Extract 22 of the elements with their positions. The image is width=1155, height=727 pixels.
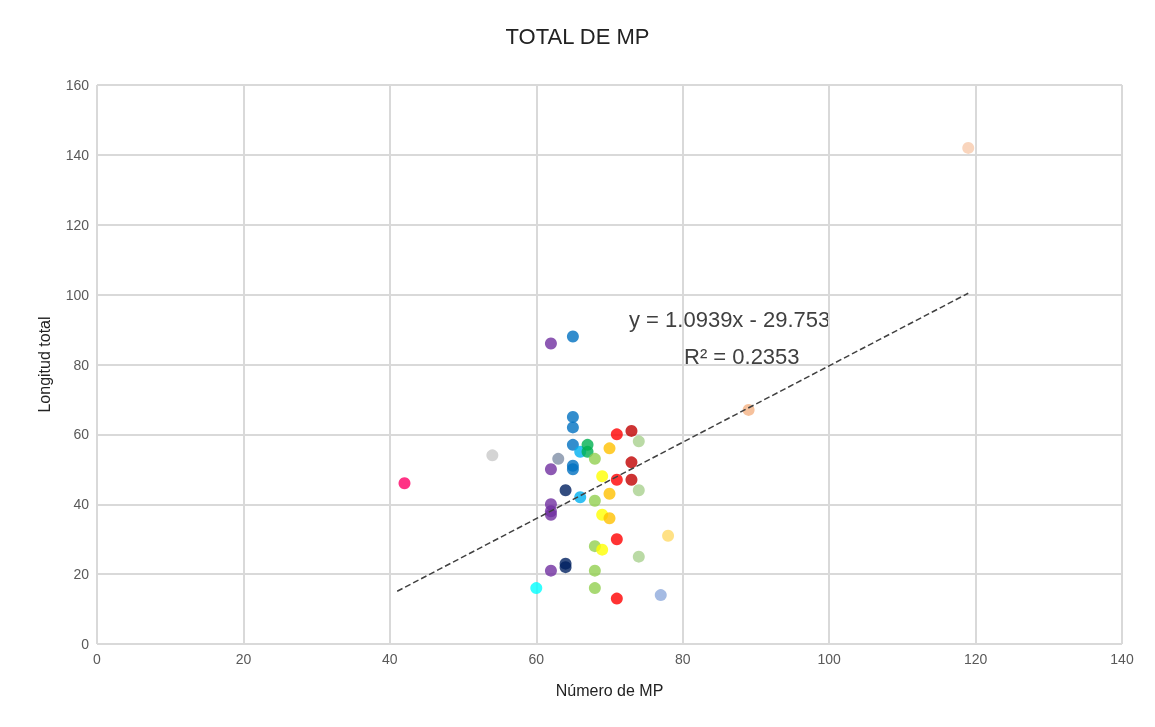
y-tick-label: 40 bbox=[73, 496, 90, 513]
annotation: R² = 0.2353 bbox=[684, 343, 800, 369]
y-tick-label: 140 bbox=[65, 146, 90, 163]
y-tick-label: 20 bbox=[73, 566, 90, 583]
y-tick-label: 80 bbox=[73, 356, 90, 373]
y-tick-label: 120 bbox=[65, 216, 90, 233]
y-tick-label: 160 bbox=[65, 77, 90, 93]
y-tick-label: 60 bbox=[73, 426, 90, 443]
x-tick-label: 20 bbox=[235, 651, 252, 667]
annotation: y = 1.0939x - 29.753 bbox=[629, 306, 831, 332]
y-axis-title: Longitud total bbox=[35, 316, 53, 413]
x-tick-label: 100 bbox=[817, 651, 842, 667]
x-tick-label: 0 bbox=[93, 651, 102, 667]
x-tick-label: 120 bbox=[963, 651, 988, 667]
x-tick-label: 40 bbox=[382, 651, 398, 667]
x-tick-label: 80 bbox=[674, 651, 691, 667]
y-tick-label: 0 bbox=[81, 636, 90, 652]
x-tick-label: 60 bbox=[528, 651, 545, 667]
x-axis-title: Número de MP bbox=[555, 681, 664, 699]
x-tick-label: 140 bbox=[1110, 651, 1134, 667]
chart-title: TOTAL DE MP bbox=[505, 23, 650, 49]
y-tick-label: 100 bbox=[65, 286, 90, 303]
